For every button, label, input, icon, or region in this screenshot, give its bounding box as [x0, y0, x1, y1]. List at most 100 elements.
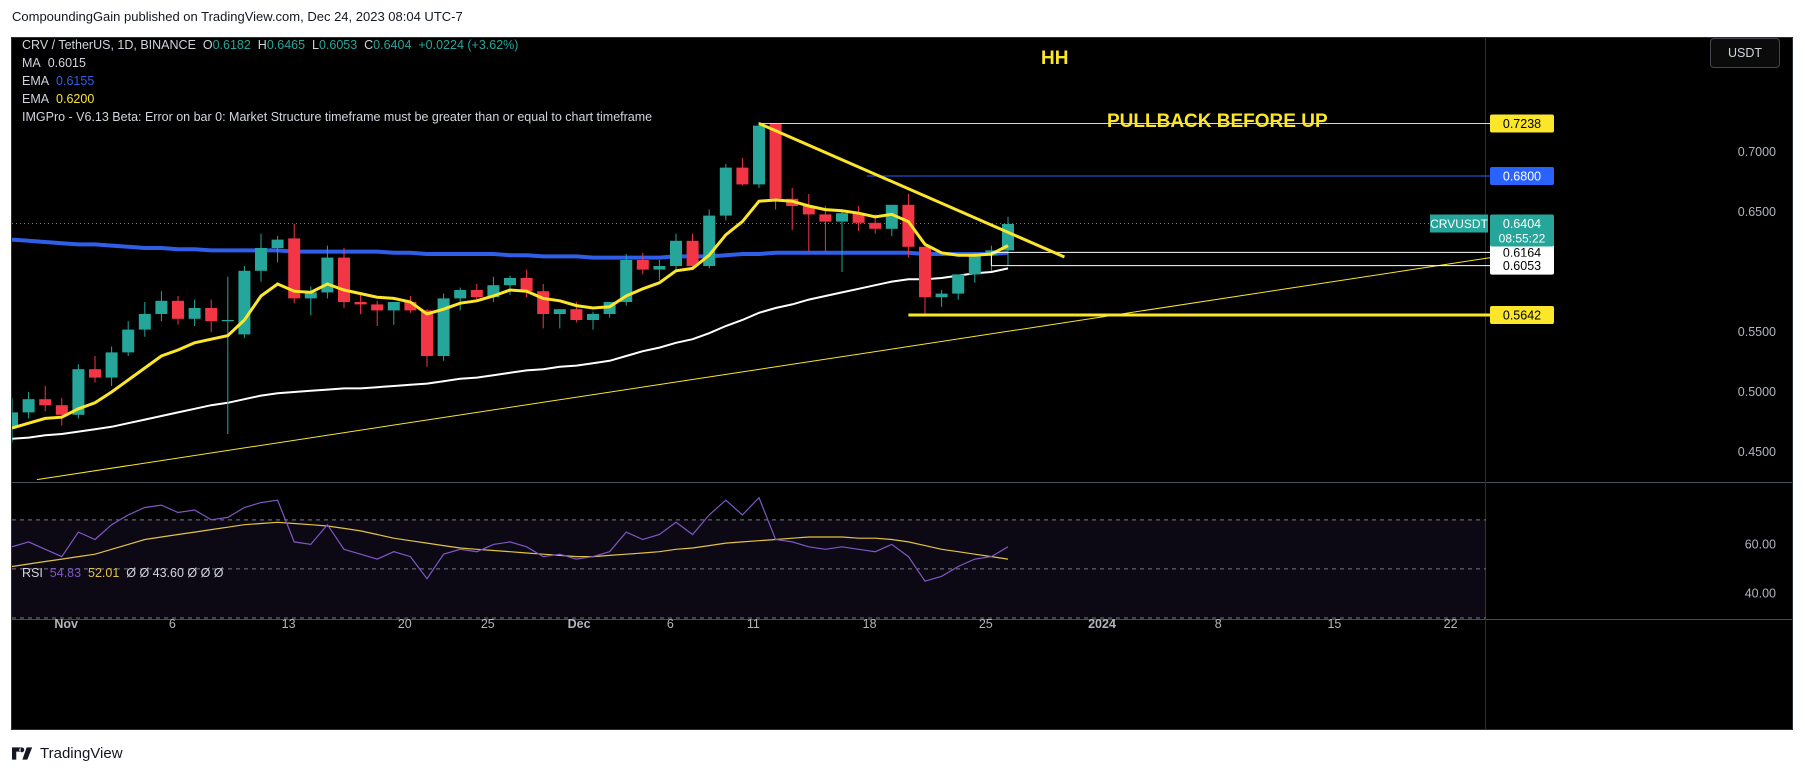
price-label-text: 0.6053	[1503, 259, 1541, 273]
candle-body	[188, 308, 201, 319]
price-tick-label: 0.5500	[1738, 325, 1776, 339]
tradingview-logo-icon	[12, 747, 33, 760]
candle-body	[338, 257, 350, 302]
rsi-label: RSI	[22, 566, 43, 580]
candle	[404, 296, 417, 313]
candle	[819, 206, 832, 252]
rsi-tick-label: 60.00	[1745, 537, 1776, 551]
time-tick-label: 15	[1327, 617, 1341, 631]
price-label-box	[1490, 167, 1554, 185]
candle	[89, 356, 101, 383]
time-tick-label: 8	[1215, 617, 1222, 631]
price-label: 0.5642	[1490, 305, 1554, 324]
candle	[736, 158, 749, 186]
indicator-legend[interactable]: IMGPro - V6.13 Beta: Error on bar 0: Mar…	[22, 110, 652, 124]
candle-body	[39, 399, 52, 406]
rising-trendline	[36, 251, 1527, 481]
low-label: L	[312, 38, 319, 52]
candle-body	[288, 238, 301, 299]
pullback-annotation: PULLBACK BEFORE UP	[1107, 111, 1328, 132]
ma-legend[interactable]: MA 0.6015	[22, 56, 86, 70]
current-price-box	[1490, 214, 1554, 247]
currency-button[interactable]: USDT	[1710, 38, 1780, 68]
candle	[504, 275, 516, 295]
candle	[255, 233, 267, 282]
candle-body	[371, 304, 384, 311]
ma-label: MA	[22, 56, 41, 70]
candle-body	[670, 240, 682, 266]
candle-body	[968, 255, 981, 275]
candle-body	[802, 206, 815, 215]
ema-fast-line	[12, 198, 1009, 430]
price-label-text: 0.6800	[1503, 170, 1541, 184]
candle-body	[537, 291, 550, 314]
rsi-other-values: Ø Ø 43.60 Ø Ø Ø	[126, 566, 224, 580]
candle-body	[55, 405, 68, 415]
tradingview-brand[interactable]: TradingView	[12, 745, 123, 762]
candle	[952, 274, 965, 300]
candle-body	[719, 167, 732, 216]
candle	[172, 296, 184, 325]
symbol-tag-box	[1430, 214, 1488, 233]
descending-trendline	[758, 122, 1066, 259]
ema-slow-line	[12, 267, 1009, 440]
candle-body	[172, 300, 184, 319]
candle-body	[72, 369, 85, 415]
price-tick-label: 0.4500	[1738, 445, 1776, 459]
candle-body	[221, 320, 234, 322]
open-label: O	[202, 38, 213, 52]
rsi-legend[interactable]: RSI 54.83 52.01 Ø Ø 43.60 Ø Ø Ø	[22, 566, 224, 580]
candle	[537, 284, 550, 329]
candle-body	[636, 260, 649, 270]
candle	[885, 204, 898, 236]
candle	[852, 206, 865, 232]
rsi-ma-value: 52.01	[88, 566, 120, 580]
ema2-value: 0.6200	[56, 92, 95, 106]
price-label-box	[1490, 305, 1554, 324]
low-value: 0.6053	[318, 38, 358, 52]
high-label: H	[257, 38, 267, 52]
candle	[271, 236, 284, 263]
candle	[636, 252, 649, 275]
candle-body	[553, 309, 566, 314]
ema1-legend[interactable]: EMA 0.6155	[22, 74, 94, 88]
candle-body	[122, 329, 135, 353]
brand-text: TradingView	[40, 745, 123, 762]
candle	[205, 299, 218, 332]
candle-body	[819, 214, 832, 222]
ema2-label: EMA	[22, 92, 50, 106]
time-tick-label: 20	[398, 617, 412, 631]
candle-body	[653, 266, 666, 270]
candle	[753, 122, 765, 188]
candle-body	[935, 293, 948, 298]
time-tick-label: 13	[282, 617, 296, 631]
time-tick-label: Nov	[54, 617, 78, 631]
chart-frame[interactable]: HH PULLBACK BEFORE UP 0.7000 0.6500 0.5500 0.…	[11, 37, 1793, 730]
candle	[935, 290, 948, 307]
price-chart[interactable]: HH PULLBACK BEFORE UP 0.7000 0.6500 0.5500 0.…	[12, 38, 1792, 729]
candle	[354, 293, 367, 314]
candle	[587, 311, 599, 330]
candle-body	[387, 302, 400, 311]
time-tick-label: 18	[863, 617, 877, 631]
candle	[454, 287, 467, 311]
candle-body	[686, 240, 699, 266]
time-tick-label: 2024	[1088, 617, 1116, 631]
candle	[919, 246, 931, 316]
candle	[686, 233, 699, 269]
time-tick-label: Dec	[568, 617, 591, 631]
candle	[836, 212, 848, 272]
candle-body	[255, 248, 267, 271]
candle	[553, 309, 566, 329]
candle-body	[919, 246, 931, 298]
time-tick-label: 11	[747, 617, 760, 631]
symbol-title[interactable]: CRV / TetherUS, 1D, BINANCE	[22, 38, 196, 52]
candle	[902, 194, 915, 258]
candle-body	[952, 274, 965, 294]
ema2-legend[interactable]: EMA 0.6200	[22, 92, 94, 106]
candle-body	[354, 302, 367, 305]
candle	[39, 386, 52, 412]
candle-body	[587, 314, 599, 320]
candle-body	[22, 399, 35, 413]
time-tick-label: 25	[979, 617, 993, 631]
